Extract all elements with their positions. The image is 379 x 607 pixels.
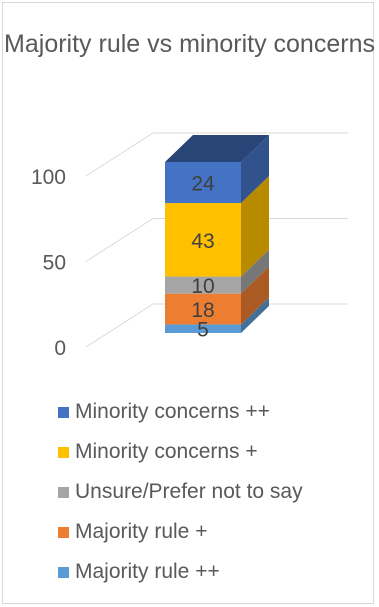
data-label: 43 (191, 230, 214, 253)
legend-label: Minority concerns + (75, 440, 258, 463)
legend-swatch (58, 526, 69, 538)
bar-segment-side (241, 135, 269, 204)
legend-item: Minority concerns ++ (58, 392, 303, 432)
chart-title: Majority rule vs minority concerns (4, 30, 375, 58)
legend-swatch (58, 486, 69, 498)
gridline-depth (85, 218, 154, 262)
legend-swatch (58, 566, 69, 578)
legend-label: Majority rule + (75, 520, 208, 543)
bar-segment (165, 324, 241, 333)
legend-label: Minority concerns ++ (75, 400, 270, 423)
gridline-depth (85, 132, 154, 177)
legend-label: Unsure/Prefer not to say (75, 480, 303, 503)
bar-segment-side (241, 266, 269, 325)
legend-item: Majority rule ++ (58, 552, 303, 592)
legend-item: Unsure/Prefer not to say (58, 472, 303, 512)
legend: Minority concerns ++ Minority concerns + U… (58, 392, 303, 592)
bar-segment (165, 203, 241, 277)
bar-segment-side (241, 297, 269, 333)
bar-segment (165, 293, 241, 325)
legend-swatch (58, 446, 69, 458)
y-tick-label: 50 (43, 252, 66, 275)
bar-segment (165, 162, 241, 204)
data-label: 18 (191, 299, 214, 322)
y-tick-label: 100 (31, 166, 66, 189)
legend-swatch (58, 406, 69, 418)
bar-segment (165, 276, 241, 294)
data-label: 10 (191, 275, 214, 298)
bar-top (165, 135, 269, 162)
bar-segment-side (241, 249, 269, 294)
bar-segment-side (241, 176, 269, 277)
y-tick-label: 0 (54, 337, 66, 360)
gridline-depth (85, 303, 154, 348)
data-label: 24 (191, 173, 215, 196)
legend-item: Minority concerns + (58, 432, 303, 472)
legend-item: Majority rule + (58, 512, 303, 552)
data-label: 5 (197, 319, 209, 342)
legend-label: Majority rule ++ (75, 560, 220, 583)
